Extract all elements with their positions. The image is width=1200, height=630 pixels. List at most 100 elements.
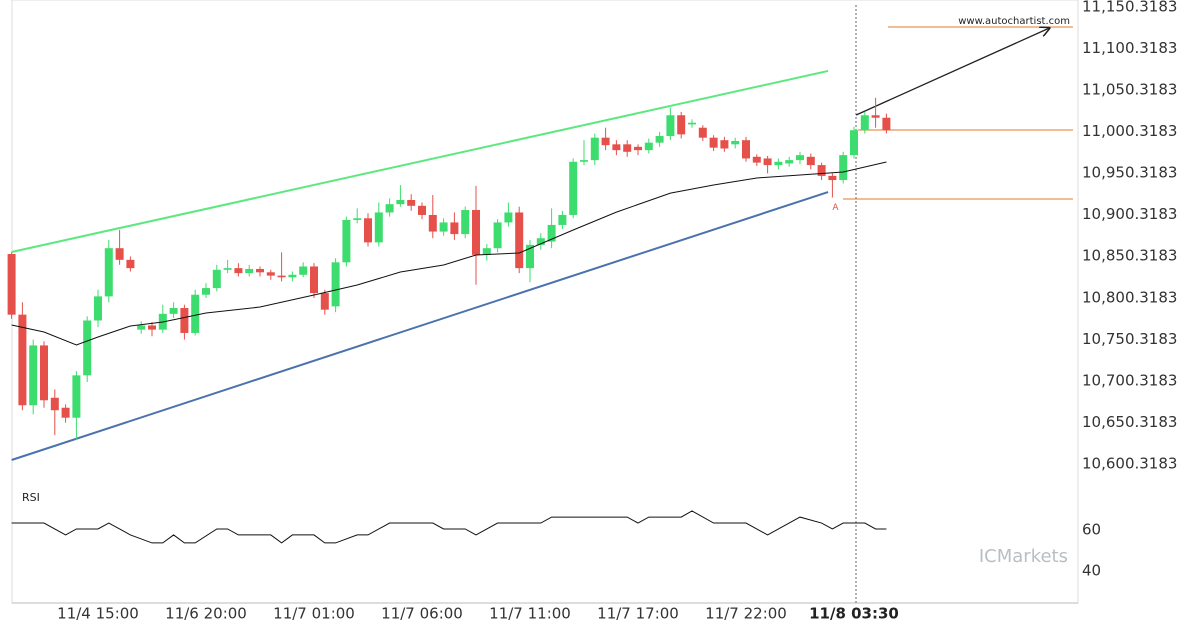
y-tick-label: 11,100.3183 — [1082, 39, 1177, 57]
candle-body — [245, 268, 254, 274]
y-tick-label: 10,800.3183 — [1082, 288, 1177, 306]
candle-body — [558, 214, 567, 225]
candle-body — [148, 325, 156, 330]
y-tick-label: 10,600.3183 — [1082, 454, 1177, 472]
candle-body — [18, 314, 27, 406]
candle-body — [277, 275, 286, 278]
candle-body — [191, 294, 200, 333]
y-tick-label: 11,150.3183 — [1082, 0, 1177, 15]
candle-body — [104, 248, 113, 297]
candle-body — [223, 268, 232, 270]
candle-body — [871, 115, 880, 118]
candle-body — [83, 320, 92, 376]
rsi-tick-label: 60 — [1082, 521, 1101, 539]
candle-body — [310, 266, 318, 294]
candle-body — [472, 209, 480, 255]
candle-body — [860, 115, 869, 131]
y-tick-label: 10,950.3183 — [1082, 164, 1177, 182]
x-tick-label: 11/7 11:00 — [489, 605, 571, 623]
candle-body — [7, 254, 16, 315]
candle-body — [40, 345, 48, 401]
plot-frame — [11, 0, 1079, 604]
pattern-label: A — [832, 203, 839, 213]
candle-body — [644, 142, 653, 151]
candle-body — [385, 204, 394, 213]
candle-body — [482, 248, 491, 255]
candle-body — [709, 137, 718, 148]
candle-body — [504, 212, 513, 223]
candle-body — [212, 269, 221, 289]
candle-body — [94, 296, 102, 321]
candle-body — [169, 308, 178, 314]
candle-body — [601, 137, 610, 146]
candle-body — [115, 248, 124, 260]
candle-body — [720, 140, 729, 149]
candle-body — [364, 218, 372, 243]
x-tick-label: 11/7 06:00 — [381, 605, 463, 623]
candle-body — [612, 144, 621, 151]
candle-body — [742, 140, 750, 159]
candle-body — [396, 200, 405, 205]
candle-body — [353, 218, 362, 220]
candle-body — [288, 274, 297, 278]
y-tick-label: 10,750.3183 — [1082, 330, 1177, 348]
y-tick-label: 10,700.3183 — [1082, 371, 1177, 389]
candle-body — [342, 219, 351, 263]
candle-body — [688, 122, 696, 125]
y-tick-label: 11,000.3183 — [1082, 122, 1177, 140]
candle-body — [407, 200, 416, 206]
rsi-line — [11, 510, 887, 544]
x-tick-label: 11/8 03:30 — [809, 605, 899, 623]
candle-body — [331, 262, 340, 307]
y-tick-label: 10,850.3183 — [1082, 247, 1177, 265]
x-tick-label: 11/7 22:00 — [705, 605, 787, 623]
candle-body — [180, 308, 189, 333]
candle-body — [655, 136, 664, 143]
candle-body — [29, 345, 38, 406]
candle-body — [623, 144, 632, 152]
candle-body — [374, 212, 383, 243]
candle-body — [202, 288, 210, 295]
trendline — [855, 28, 1049, 116]
candle-body — [450, 222, 459, 235]
candle-body — [515, 212, 524, 269]
candle-body — [580, 160, 588, 162]
x-tick-label: 11/7 01:00 — [273, 605, 355, 623]
candle-body — [785, 160, 794, 164]
x-tick-label: 11/6 20:00 — [165, 605, 247, 623]
moving-average — [11, 161, 887, 346]
candle-body — [493, 222, 502, 249]
candle-body — [698, 127, 707, 138]
candle-body — [882, 117, 891, 131]
candle-body — [752, 156, 761, 163]
source-text: www.autochartist.com — [958, 16, 1070, 27]
watermark: ICMarkets — [979, 546, 1068, 567]
candle-body — [234, 268, 243, 274]
candle-body — [439, 222, 448, 232]
candle-body — [72, 375, 81, 418]
y-tick-label: 11,050.3183 — [1082, 81, 1177, 99]
y-tick-label: 10,650.3183 — [1082, 413, 1177, 431]
candle-body — [763, 158, 772, 166]
candle-body — [320, 293, 329, 310]
candle-body — [731, 141, 740, 145]
candle-body — [526, 244, 534, 269]
rsi-title: RSI — [22, 491, 40, 504]
trendline — [11, 191, 829, 461]
candle-body — [634, 146, 642, 151]
candle-body — [418, 205, 426, 215]
candle-body — [50, 397, 59, 411]
rsi-tick-label: 40 — [1082, 562, 1101, 580]
candle-body — [137, 325, 146, 330]
candle-body — [774, 161, 783, 166]
candle-body — [569, 161, 578, 215]
candle-body — [266, 272, 275, 276]
candle-body — [256, 268, 264, 273]
candle-body — [547, 224, 556, 242]
candle-body — [536, 238, 545, 245]
candle-body — [677, 115, 686, 135]
candle-body — [817, 165, 826, 176]
y-tick-label: 10,900.3183 — [1082, 205, 1177, 223]
candle-body — [796, 155, 804, 161]
